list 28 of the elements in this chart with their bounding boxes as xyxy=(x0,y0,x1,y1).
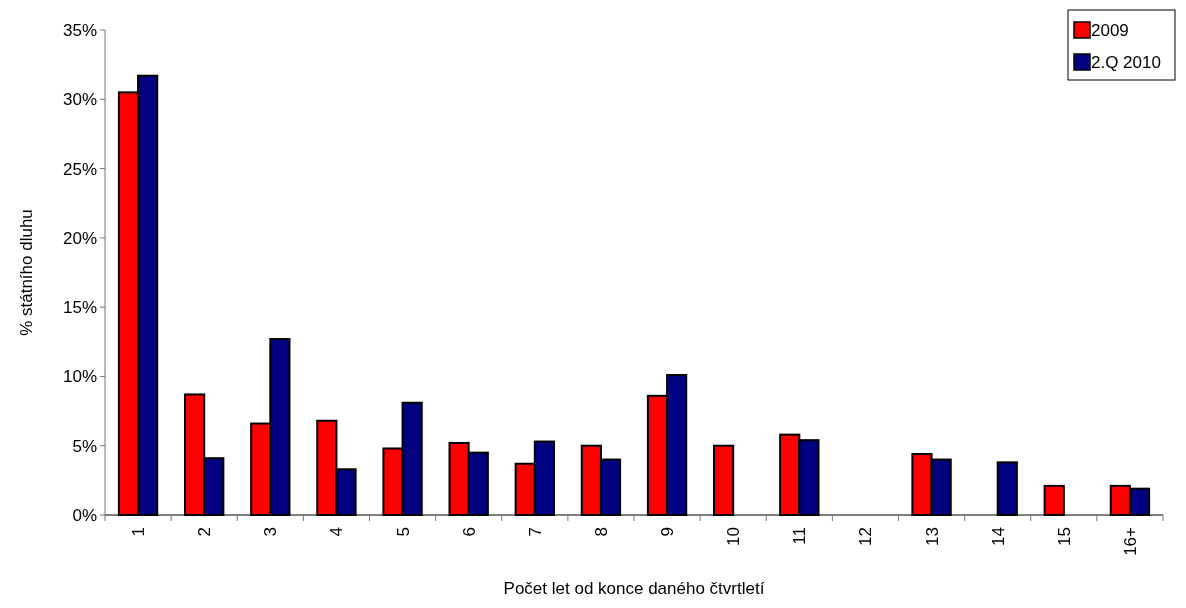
x-tick-label: 4 xyxy=(327,527,347,537)
x-tick-label: 6 xyxy=(459,527,479,537)
y-tick-label: 20% xyxy=(62,228,97,248)
y-axis-title: % státního dluhu xyxy=(17,209,36,336)
x-tick-label: 8 xyxy=(591,527,611,537)
x-tick-label: 12 xyxy=(856,527,876,546)
x-tick-label: 2 xyxy=(195,527,215,537)
x-tick-label: 14 xyxy=(988,527,1008,546)
legend-label: 2.Q 2010 xyxy=(1091,52,1161,72)
x-tick-label: 3 xyxy=(261,527,281,537)
x-tick-label: 10 xyxy=(724,527,744,546)
x-tick-label: 13 xyxy=(922,527,942,546)
x-tick-label: 1 xyxy=(129,527,149,537)
y-tick-label: 30% xyxy=(62,90,97,110)
legend-label: 2009 xyxy=(1091,20,1129,40)
x-tick-label: 5 xyxy=(393,527,413,537)
x-tick-label: 9 xyxy=(658,527,678,537)
y-tick-label: 10% xyxy=(62,367,97,387)
x-tick-label: 7 xyxy=(525,527,545,537)
y-tick-label: 25% xyxy=(62,159,97,179)
y-tick-label: 15% xyxy=(62,298,97,318)
y-tick-label: 0% xyxy=(72,505,97,525)
x-tick-label: 16+ xyxy=(1120,526,1140,556)
y-tick-label: 35% xyxy=(62,20,97,40)
x-axis-title: Počet let od konce daného čtvrtletí xyxy=(503,579,765,598)
y-tick-label: 5% xyxy=(72,436,97,456)
x-tick-label: 11 xyxy=(790,527,810,545)
x-tick-label: 15 xyxy=(1054,527,1074,546)
